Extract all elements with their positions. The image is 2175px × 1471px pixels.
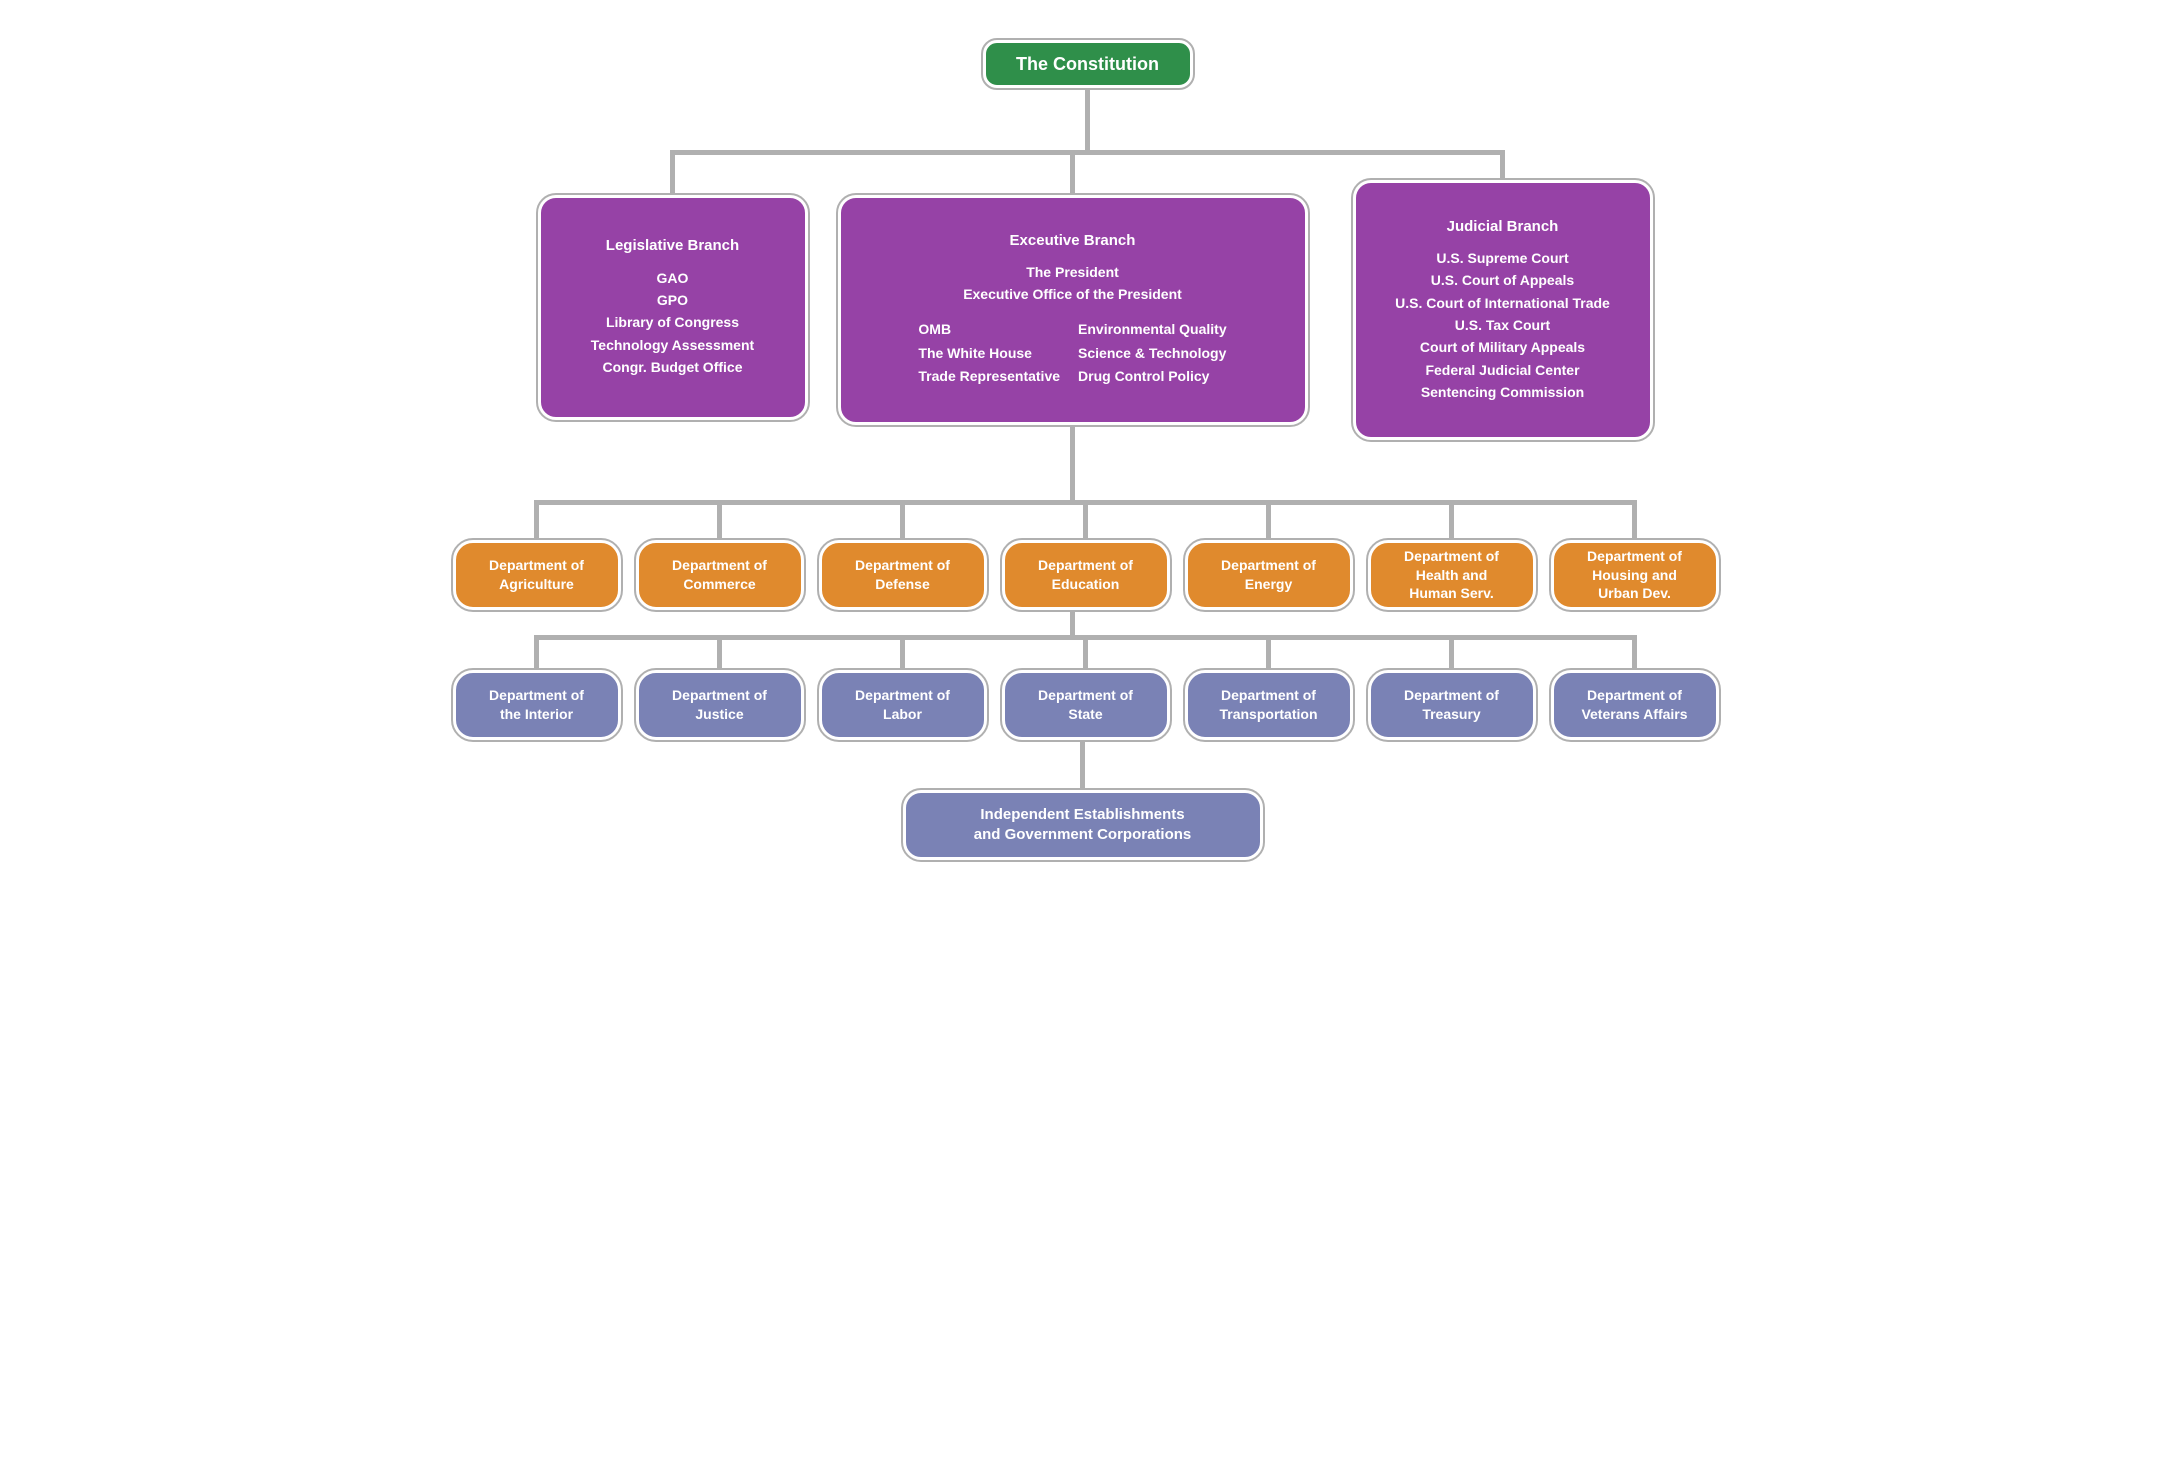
dept-label: Department ofVeterans Affairs: [1581, 686, 1687, 724]
dept-row1-5: Department ofHealth andHuman Serv.: [1368, 540, 1536, 610]
branch-subtitle: The PresidentExecutive Office of the Pre…: [963, 261, 1182, 306]
dept-label: Department ofState: [1038, 686, 1133, 724]
branch-title: Exceutive Branch: [1010, 231, 1136, 251]
dept-label: Department ofthe Interior: [489, 686, 584, 724]
branch-title: Legislative Branch: [606, 236, 739, 256]
root-label: The Constitution: [1016, 52, 1159, 76]
dept-row1-1: Department ofCommerce: [636, 540, 804, 610]
dept-row1-4: Department ofEnergy: [1185, 540, 1353, 610]
dept-label: Department ofEducation: [1038, 556, 1133, 594]
branch-columns: OMBThe White HouseTrade Representative En…: [918, 318, 1226, 389]
dept-row2-2: Department ofLabor: [819, 670, 987, 740]
org-chart: The Constitution Legislative Branch GAOGPO…: [448, 40, 1728, 880]
bottom-node: Independent Establishmentsand Government…: [903, 790, 1263, 860]
dept-row2-1: Department ofJustice: [636, 670, 804, 740]
dept-row2-0: Department ofthe Interior: [453, 670, 621, 740]
root-node: The Constitution: [983, 40, 1193, 88]
branch-lines: U.S. Supreme CourtU.S. Court of AppealsU…: [1395, 247, 1610, 404]
branch-judicial: Judicial Branch U.S. Supreme CourtU.S. Co…: [1353, 180, 1653, 440]
dept-label: Department ofHousing andUrban Dev.: [1587, 547, 1682, 604]
bottom-label: Independent Establishmentsand Government…: [974, 805, 1192, 846]
branch-lines: GAOGPOLibrary of CongressTechnology Asse…: [591, 267, 754, 379]
branch-column: OMBThe White HouseTrade Representative: [918, 318, 1060, 389]
dept-label: Department ofJustice: [672, 686, 767, 724]
branch-title: Judicial Branch: [1447, 217, 1559, 237]
dept-label: Department ofTreasury: [1404, 686, 1499, 724]
dept-row2-3: Department ofState: [1002, 670, 1170, 740]
dept-label: Department ofDefense: [855, 556, 950, 594]
dept-row1-3: Department ofEducation: [1002, 540, 1170, 610]
dept-label: Department ofAgriculture: [489, 556, 584, 594]
dept-label: Department ofCommerce: [672, 556, 767, 594]
dept-label: Department ofLabor: [855, 686, 950, 724]
branch-executive: Exceutive Branch The PresidentExecutive O…: [838, 195, 1308, 425]
dept-row2-6: Department ofVeterans Affairs: [1551, 670, 1719, 740]
dept-label: Department ofHealth andHuman Serv.: [1404, 547, 1499, 604]
branch-column: Environmental QualityScience & Technolog…: [1078, 318, 1227, 389]
dept-row1-0: Department ofAgriculture: [453, 540, 621, 610]
dept-label: Department ofTransportation: [1219, 686, 1317, 724]
dept-row1-6: Department ofHousing andUrban Dev.: [1551, 540, 1719, 610]
dept-label: Department ofEnergy: [1221, 556, 1316, 594]
dept-row2-4: Department ofTransportation: [1185, 670, 1353, 740]
branch-legislative: Legislative Branch GAOGPOLibrary of Congr…: [538, 195, 808, 420]
dept-row1-2: Department ofDefense: [819, 540, 987, 610]
dept-row2-5: Department ofTreasury: [1368, 670, 1536, 740]
